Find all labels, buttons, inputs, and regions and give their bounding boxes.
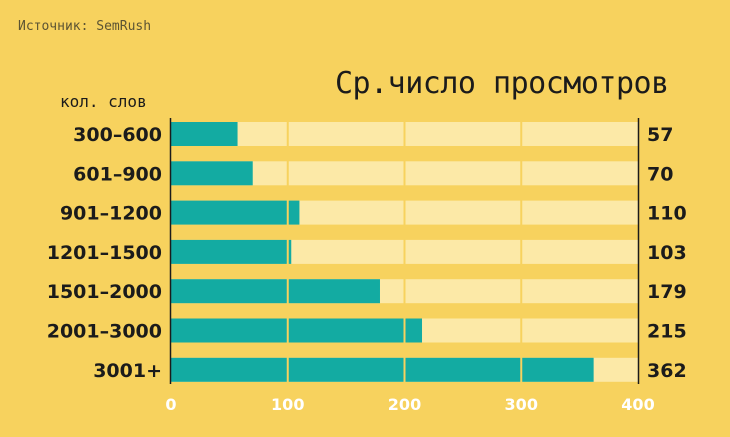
y-axis-label: кол. слов (60, 92, 147, 111)
source-note: Источник: SemRush (18, 19, 152, 34)
bar-5 (171, 279, 380, 304)
category-label: 1501–2000 (47, 281, 162, 303)
bar-2 (171, 161, 253, 186)
bar-7 (171, 357, 594, 382)
bar-4 (171, 239, 292, 264)
value-label: 362 (647, 360, 687, 382)
category-label: 1201–1500 (47, 242, 162, 264)
category-label: 300–600 (73, 124, 162, 146)
category-label: 3001+ (93, 360, 162, 382)
x-tick-label: 0 (165, 395, 176, 414)
value-label: 70 (647, 163, 673, 185)
x-tick-label: 300 (505, 395, 538, 414)
category-label: 601–900 (73, 163, 162, 185)
chart-title: Ср.число просмотров (335, 66, 669, 101)
x-tick-label: 100 (271, 395, 304, 414)
value-label: 215 (647, 321, 687, 343)
bar-6 (171, 318, 423, 343)
x-tick-label: 400 (621, 395, 654, 414)
value-label: 57 (647, 124, 673, 146)
value-label: 103 (647, 242, 687, 264)
category-label: 901–1200 (60, 203, 162, 225)
value-label: 110 (647, 203, 687, 225)
category-label: 2001–3000 (47, 321, 162, 343)
bar-1 (171, 122, 238, 146)
bar-3 (171, 200, 300, 225)
x-tick-label: 200 (388, 395, 421, 414)
value-label: 179 (647, 281, 687, 303)
